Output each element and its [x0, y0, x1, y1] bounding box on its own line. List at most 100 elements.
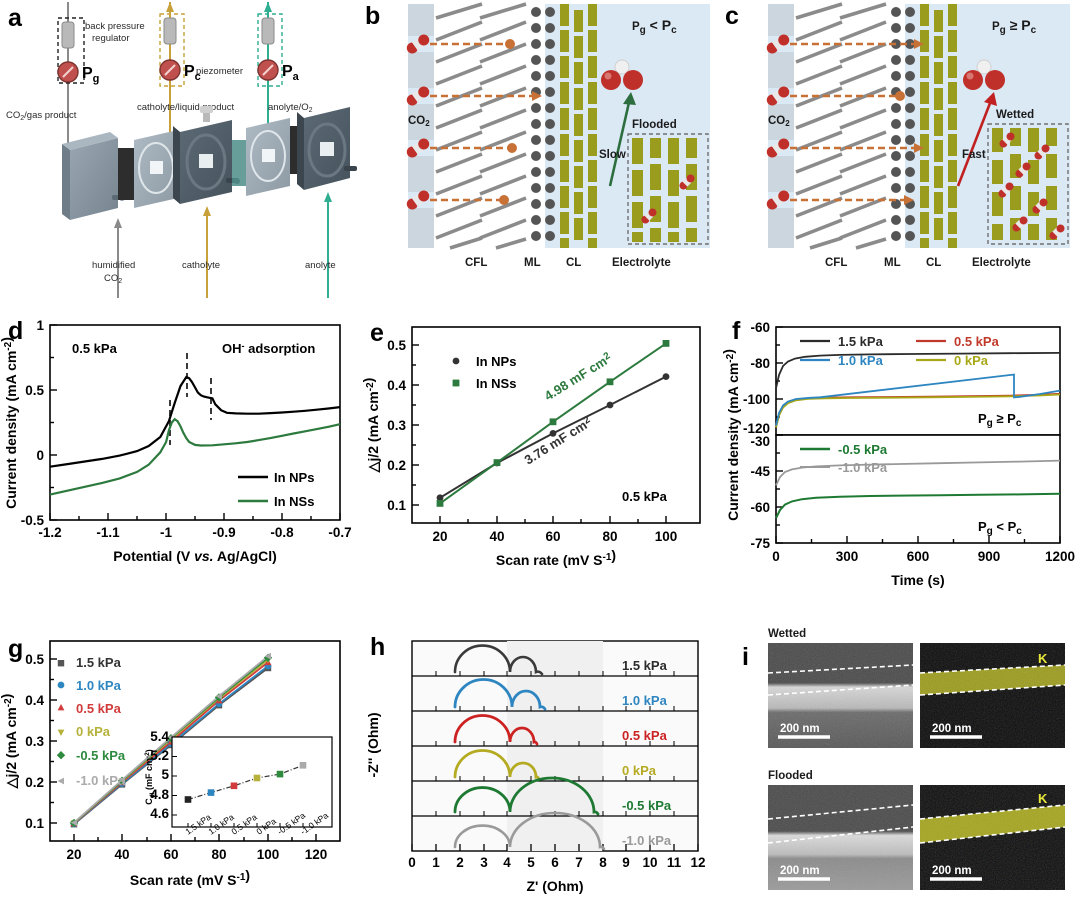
in-label-co2-line2: CO2: [104, 273, 122, 285]
legend-item-1: In NSs: [476, 376, 516, 391]
inset-y-4: 5.4: [150, 729, 169, 744]
x-tick-2: 2: [456, 855, 464, 870]
layer-label-cfl: CFL: [465, 257, 487, 269]
out-label-catholyte: catholyte/liquid product: [137, 102, 235, 113]
transport-arrows: [430, 42, 534, 202]
row-label-3: 0 kPa: [622, 763, 657, 778]
x-tick-3: -0.9: [212, 525, 235, 540]
panel-e-chart: 20 40 60 80 100 0.1 0.2 0.3 0.4 0.5 Scan…: [360, 326, 701, 568]
x-tick-1: 300: [836, 549, 859, 564]
legend-bot-1: -1.0 kPa: [838, 460, 888, 475]
cell-plate-1: [62, 132, 125, 220]
y-axis-label: -Z'' (Ohm): [365, 713, 381, 778]
legend-top-3: 0 kPa: [954, 353, 989, 368]
legend-item-1: In NSs: [274, 494, 314, 509]
plot-frame: [49, 324, 341, 521]
legend-item-5: -1.0 kPa: [76, 773, 126, 788]
in-label-catholyte: catholyte: [182, 260, 220, 271]
inset-x-ticks: [187, 823, 304, 827]
panel-h-chart: 0 1 2 3 4 5 6 7 8 9 10 11 12 Z' (Ohm) -Z…: [365, 640, 706, 894]
x-tick-0: -1.2: [38, 525, 61, 540]
inset-y-1: 4.8: [150, 787, 169, 802]
x-tick-5: -0.7: [328, 525, 351, 540]
panel-d-label: d: [8, 317, 24, 345]
x-tick-4: 1200: [1045, 549, 1075, 564]
electrolyte-label: Electrolyte: [972, 257, 1031, 269]
y-ticks-bottom: [776, 434, 783, 544]
panel-b-label: b: [365, 2, 381, 30]
panel-c-label: c: [725, 2, 739, 30]
x-tick-9: 9: [622, 855, 630, 870]
y-ticks: [50, 324, 57, 521]
in-label-anolyte: anolyte: [305, 260, 336, 271]
flooded-co2: [641, 174, 695, 224]
y-tick-top-2: -80: [750, 356, 770, 371]
panel-h: h: [360, 615, 720, 913]
wetted-title: Wetted: [996, 109, 1034, 121]
inset-y-0: 4.6: [150, 806, 169, 821]
y-tick-bot-0: -75: [750, 536, 770, 551]
legend-item-0: In NPs: [274, 470, 314, 485]
x-tick-4: -0.8: [270, 525, 294, 540]
scalebar-label-wetted-sem: 200 nm: [780, 723, 820, 735]
panel-f: f -60 -80 -100 -120 -30 -45 -60 -75: [720, 305, 1080, 605]
y-tick-0: -0.5: [21, 513, 45, 528]
x-axis-label: Scan rate (mV S-1): [130, 867, 250, 888]
x-tick-1: -1.1: [96, 525, 120, 540]
annotation-pressure: 0.5 kPa: [622, 489, 668, 504]
y-tick-top-1: -100: [743, 392, 770, 407]
co2-label: CO2: [408, 115, 430, 128]
x-tick-3: 900: [978, 549, 1001, 564]
panel-a-schematic: back pressure regulator piezometer Pg Pc…: [6, 2, 357, 298]
row-label-5: -1.0 kPa: [622, 833, 672, 848]
annotation-oh: OH- adsorption: [222, 341, 315, 356]
y-tick-2: 0.5: [25, 383, 44, 398]
row-label-1: 1.0 kPa: [622, 693, 668, 708]
x-tick-2: 60: [163, 847, 178, 862]
x-tick-6: 6: [551, 855, 559, 870]
curve-0kpa: [775, 393, 1061, 428]
bpr-label-line1: back pressure: [85, 21, 145, 32]
nyquist-neg0p5kpa: [453, 776, 600, 816]
row-label-2: 0.5 kPa: [622, 728, 668, 743]
y-ticks: [50, 658, 57, 824]
legend-bot-0: -0.5 kPa: [838, 442, 888, 457]
inset-trendline: [187, 764, 304, 801]
inner-ticks: [435, 671, 675, 816]
y-tick-0: 0.1: [387, 498, 406, 513]
x-axis-label: Scan rate (mV S-1): [496, 547, 616, 568]
y-tick-top-0: -120: [743, 421, 770, 436]
layer-label-cfl: CFL: [825, 257, 847, 269]
curve-neg0p5kpa: [775, 492, 1061, 519]
y-tick-0: 0.1: [25, 816, 44, 831]
piezometer-label: piezometer: [196, 66, 243, 77]
product-molecule: [601, 59, 643, 90]
nyquist-1p0kpa: [453, 678, 547, 711]
layer-label-cl: CL: [566, 257, 581, 269]
sem-wetted: 200 nm: [767, 643, 914, 748]
x-axis-label: Z' (Ohm): [527, 878, 584, 894]
row-title-wetted: Wetted: [768, 628, 806, 640]
series-in-nss: [49, 417, 341, 496]
x-tick-11: 11: [667, 855, 682, 870]
x-ticks: [775, 536, 1061, 543]
cell-plate-5: [297, 107, 357, 190]
y-tick-top-3: -60: [750, 320, 770, 335]
legend: In NPs In NSs: [238, 470, 314, 509]
element-label-wetted: K: [1038, 651, 1048, 666]
panel-d-chart: -1.2 -1.1 -1 -0.9 -0.8 -0.7 -0.5 0 0.5 1…: [0, 318, 352, 564]
panel-e: e 20 40 60 80 100 0.1 0.2 0.3 0.4 0.5 Sc…: [360, 305, 720, 605]
panel-c: c: [720, 0, 1080, 300]
inset-markers: [184, 762, 307, 803]
x-tick-1: 40: [489, 529, 504, 544]
layer-label-ml: ML: [884, 257, 901, 269]
electrolyte-label: Electrolyte: [612, 257, 671, 269]
x-tick-4: 4: [503, 855, 511, 870]
x-tick-2: 60: [545, 529, 560, 544]
row-label-0: 1.5 kPa: [622, 658, 668, 673]
curve-1p5kpa: [775, 352, 1061, 389]
y-tick-2: 0.3: [387, 418, 406, 433]
x-tick-3: 3: [480, 855, 488, 870]
inset-y-label: Cdl (mF cm-2): [144, 749, 156, 805]
nyquist-1p5kpa: [453, 644, 544, 676]
